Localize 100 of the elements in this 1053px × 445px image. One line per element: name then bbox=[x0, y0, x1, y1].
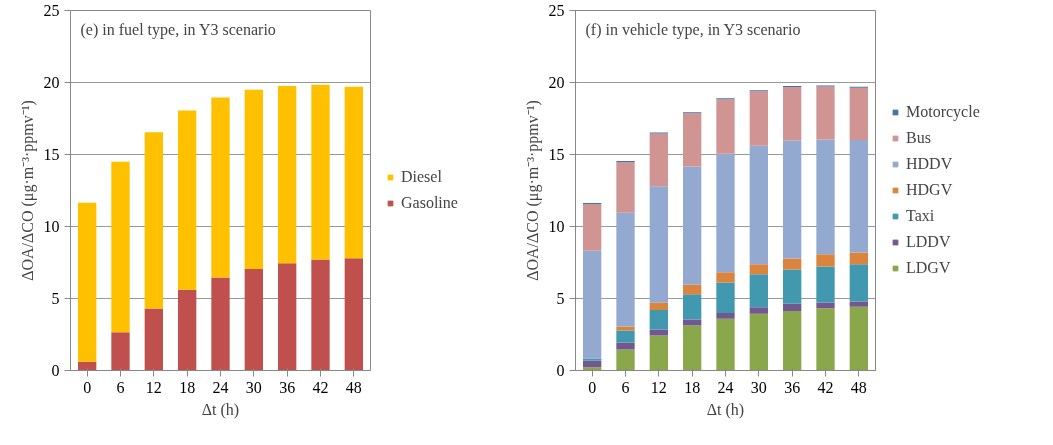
bar bbox=[649, 133, 668, 187]
bar bbox=[244, 268, 263, 371]
bar bbox=[111, 161, 130, 333]
x-tick-label: 18 bbox=[684, 378, 701, 396]
bar bbox=[816, 302, 835, 309]
bar bbox=[749, 91, 768, 146]
y-tick-label: 25 bbox=[43, 2, 60, 19]
bar bbox=[849, 252, 868, 265]
x-tick-label: 6 bbox=[621, 378, 630, 396]
x-tick-label: 12 bbox=[650, 378, 667, 396]
bar bbox=[78, 361, 97, 371]
bar bbox=[716, 312, 735, 319]
bar bbox=[583, 360, 602, 368]
bar bbox=[344, 86, 363, 259]
y-tick-label: 15 bbox=[43, 146, 60, 163]
x-axis-title: Δt (h) bbox=[201, 400, 240, 419]
bar bbox=[683, 166, 702, 285]
bar bbox=[111, 332, 130, 371]
bar bbox=[849, 140, 868, 253]
x-tick-label: 0 bbox=[588, 378, 597, 396]
bar bbox=[311, 259, 330, 371]
bar bbox=[783, 87, 802, 141]
x-tick-label: 30 bbox=[750, 378, 767, 396]
bar bbox=[616, 212, 635, 327]
bar bbox=[783, 140, 802, 259]
bar bbox=[849, 306, 868, 371]
bar bbox=[144, 132, 163, 309]
y-tick-label: 15 bbox=[548, 146, 565, 163]
bar bbox=[749, 313, 768, 371]
x-tick-label: 24 bbox=[212, 378, 229, 396]
x-tick-label: 6 bbox=[116, 378, 125, 396]
y-tick-label: 5 bbox=[51, 290, 60, 307]
y-tick-label: 10 bbox=[43, 218, 60, 235]
y-tick-label: 0 bbox=[556, 362, 565, 379]
bar bbox=[716, 318, 735, 371]
bar bbox=[683, 325, 702, 371]
legend-label: HDGV bbox=[906, 181, 953, 199]
x-tick-label: 36 bbox=[279, 378, 296, 396]
y-axis-title: ΔOA/ΔCO (μg·m⁻³·ppmv⁻¹) bbox=[18, 100, 37, 281]
bar bbox=[583, 250, 602, 359]
bar bbox=[716, 153, 735, 273]
y-tick-label: 0 bbox=[51, 362, 60, 379]
bar bbox=[783, 258, 802, 270]
legend-label: LDGV bbox=[906, 259, 951, 277]
legend-label: Taxi bbox=[906, 207, 935, 225]
bar bbox=[783, 269, 802, 304]
x-axis-title: Δt (h) bbox=[706, 400, 745, 419]
bar bbox=[649, 329, 668, 336]
bar bbox=[849, 264, 868, 302]
bar bbox=[583, 204, 602, 251]
legend-label: Diesel bbox=[401, 168, 442, 186]
bar bbox=[178, 289, 197, 371]
bar bbox=[616, 342, 635, 350]
legend-label: Bus bbox=[906, 129, 931, 147]
bar bbox=[244, 89, 263, 269]
bar bbox=[616, 349, 635, 371]
x-tick-label: 42 bbox=[817, 378, 834, 396]
y-tick-label: 20 bbox=[548, 74, 565, 91]
bar bbox=[749, 145, 768, 265]
bar bbox=[749, 307, 768, 314]
bar bbox=[783, 303, 802, 311]
bar bbox=[616, 326, 635, 331]
y-tick-label: 10 bbox=[548, 218, 565, 235]
bar bbox=[649, 302, 668, 310]
legend-label: Motorcycle bbox=[906, 103, 980, 121]
bar bbox=[211, 97, 230, 278]
legend-label: HDDV bbox=[906, 155, 953, 173]
bar bbox=[816, 139, 835, 255]
legend-label: LDDV bbox=[906, 233, 951, 251]
bar bbox=[849, 87, 868, 141]
x-tick-label: 18 bbox=[179, 378, 196, 396]
x-tick-label: 36 bbox=[784, 378, 801, 396]
bar bbox=[816, 266, 835, 303]
bar bbox=[683, 284, 702, 295]
bar bbox=[816, 86, 835, 140]
y-tick-label: 5 bbox=[556, 290, 565, 307]
bar bbox=[649, 186, 668, 303]
bar bbox=[816, 308, 835, 371]
bar bbox=[616, 330, 635, 343]
y-axis-title: ΔOA/ΔCO (μg·m⁻³·ppmv⁻¹) bbox=[523, 100, 542, 281]
x-tick-label: 48 bbox=[850, 378, 867, 396]
bar bbox=[749, 264, 768, 275]
bar bbox=[278, 263, 297, 371]
x-tick-label: 0 bbox=[83, 378, 92, 396]
bar bbox=[78, 202, 97, 362]
bar bbox=[716, 99, 735, 154]
bar bbox=[144, 308, 163, 371]
bar bbox=[649, 335, 668, 371]
text: (e) in fuel type, in Y3 scenario bbox=[80, 20, 276, 39]
bar bbox=[344, 258, 363, 371]
text: (f) in vehicle type, in Y3 scenario bbox=[585, 20, 801, 39]
y-tick-label: 20 bbox=[43, 74, 60, 91]
bar bbox=[716, 272, 735, 283]
bar bbox=[749, 274, 768, 308]
bar bbox=[716, 282, 735, 313]
bar bbox=[211, 277, 230, 371]
x-tick-label: 48 bbox=[345, 378, 362, 396]
x-tick-label: 12 bbox=[145, 378, 162, 396]
bar bbox=[178, 110, 197, 290]
bar bbox=[816, 254, 835, 267]
